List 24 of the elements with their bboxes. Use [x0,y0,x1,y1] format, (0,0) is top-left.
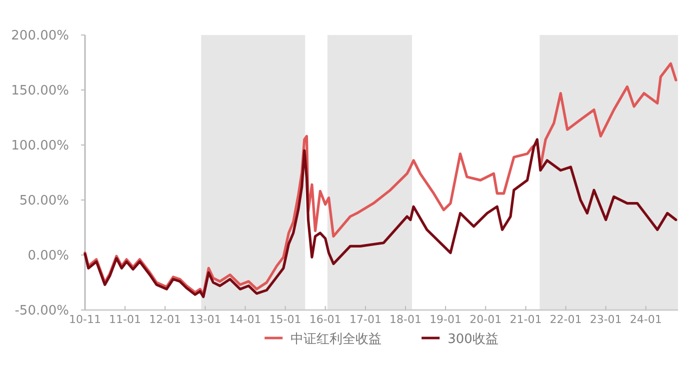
y-tick-label: 0.00% [28,248,69,264]
y-tick-label: -50.00% [14,304,69,318]
x-tick-label: 16-01 [309,313,342,326]
x-tick-label: 12-01 [149,313,182,326]
line-series [84,138,678,298]
y-tick-label: 100.00% [11,138,69,154]
y-tick-label: 150.00% [11,84,69,98]
legend-label: 300收益 [448,332,498,347]
x-tick-label: 14-01 [229,313,262,326]
x-tick-label: 18-01 [390,313,422,326]
y-tick-label: 200.00% [11,28,69,44]
x-tick-label: 11-01 [109,313,142,326]
x-tick-label: 19-01 [430,313,462,326]
x-tick-label: 24-01 [630,313,662,326]
x-tick-label: 17-01 [350,313,382,326]
legend-label: 中证红利全收益 [290,332,382,347]
x-tick-label: 20-01 [470,313,502,326]
y-tick-label: 50.00% [19,194,69,208]
x-tick-label: 23-01 [590,313,622,326]
x-tick-label: 22-01 [550,313,582,326]
x-tick-label: 15-01 [269,313,302,326]
x-tick-label: 13-01 [189,313,222,326]
x-tick-label: 21-01 [510,313,542,326]
x-tick-label: 10-11 [69,313,101,326]
